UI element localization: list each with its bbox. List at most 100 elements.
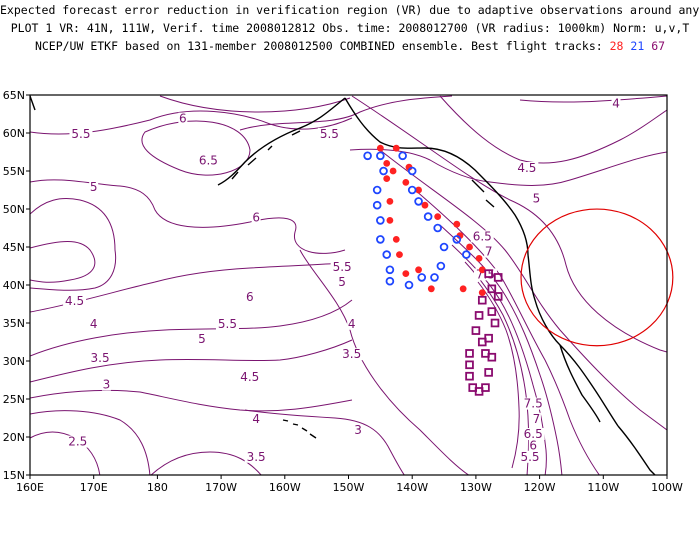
contour-label-bg	[515, 162, 539, 174]
track-28-marker	[402, 270, 410, 277]
contour-line	[239, 95, 453, 131]
contour-label-bg	[521, 397, 545, 410]
contour-label: 5	[533, 191, 541, 205]
y-tick-label: 45N	[3, 241, 25, 254]
contour-label: 4	[612, 96, 620, 110]
contour-label: 4	[348, 317, 356, 331]
track-28-marker	[427, 285, 435, 293]
contour-label-bg	[353, 424, 363, 437]
contour-label-bg	[238, 371, 262, 383]
track-21-marker	[372, 185, 382, 195]
track-blue-label: 21	[630, 39, 645, 53]
track-28-marker	[415, 266, 422, 274]
track-67-marker	[471, 326, 481, 335]
track-28-marker	[478, 266, 486, 274]
contour-label: 6	[252, 210, 260, 224]
contour-label-bg	[528, 439, 538, 452]
y-tick-label: 40N	[3, 279, 25, 292]
contour-label-bg	[88, 352, 112, 364]
contour-line	[30, 198, 117, 291]
contour-label-bg	[251, 211, 261, 224]
track-28-marker	[386, 217, 394, 224]
contour-line	[379, 149, 667, 431]
track-67-marker	[487, 352, 497, 362]
contour-line	[451, 244, 547, 475]
track-67-marker	[490, 318, 500, 328]
track-28-marker	[466, 243, 473, 251]
track-21-marker	[452, 235, 462, 244]
contour-line	[30, 431, 101, 475]
title-line-1: Expected forecast error reduction in ver…	[0, 3, 700, 17]
contour-label: 5	[90, 180, 98, 194]
title-line-2: PLOT 1 VR: 41N, 111W, Verif. time 200801…	[10, 21, 690, 35]
track-21-marker	[398, 151, 407, 161]
contour-line	[439, 95, 667, 164]
contour-line	[414, 189, 600, 475]
track-67-marker	[484, 269, 493, 278]
contour-label: 6	[179, 112, 187, 126]
contour-line	[519, 95, 667, 103]
track-28-marker	[392, 144, 400, 152]
track-67-marker	[465, 360, 474, 370]
coastline-mexico	[617, 425, 656, 475]
track-28-marker	[475, 255, 483, 262]
track-28-marker	[478, 289, 486, 296]
contour-label-bg	[518, 450, 542, 463]
track-21-marker	[462, 250, 471, 259]
x-tick-label: 150W	[333, 481, 365, 494]
track-21-marker	[423, 212, 433, 221]
contour-line	[349, 148, 667, 186]
contour-line	[30, 339, 353, 383]
x-tick-label: 160E	[16, 481, 44, 494]
verification-region-circle	[520, 208, 674, 347]
track-28-marker	[376, 144, 384, 152]
contour-label: 5.5	[320, 127, 339, 141]
contour-label: 6.5	[199, 153, 218, 167]
contour-label: 3	[103, 378, 111, 392]
contour-line	[30, 410, 151, 475]
contour-label: 6	[529, 438, 537, 452]
contour-line	[30, 261, 353, 313]
contour-label-bg	[89, 317, 99, 330]
contour-label-bg	[470, 230, 494, 243]
coastline-alaska	[217, 97, 346, 186]
track-21-marker	[433, 223, 442, 233]
x-tick-label: 170W	[205, 481, 237, 494]
contour-label-bg	[197, 333, 207, 345]
track-67-marker	[484, 368, 493, 377]
track-21-marker	[407, 166, 417, 176]
contour-label-bg	[178, 112, 188, 125]
track-28-marker	[459, 285, 467, 293]
track-67-marker	[493, 292, 503, 301]
track-28-marker	[386, 198, 394, 205]
contour-label: 5.5	[333, 260, 352, 274]
contour-label: 3.5	[342, 347, 361, 361]
contour-line	[351, 95, 667, 353]
contour-label-bg	[531, 412, 541, 425]
track-21-marker	[376, 235, 385, 244]
contour-label-bg	[196, 154, 220, 167]
track-21-marker	[385, 265, 395, 275]
track-21-marker	[439, 242, 449, 252]
contour-line	[30, 299, 353, 357]
track-21-marker	[430, 273, 439, 282]
track-21-marker	[376, 151, 385, 161]
x-tick-label: 160W	[269, 481, 301, 494]
title-line-3-prefix: NCEP/UW ETKF based on 131-member 2008012…	[34, 39, 603, 53]
track-28-marker	[421, 201, 429, 209]
track-21-marker	[417, 273, 427, 282]
coastline-gulf-of-alaska	[344, 97, 529, 256]
islands-bc	[471, 179, 495, 208]
contour-label: 5.5	[71, 127, 90, 141]
contour-label-bg	[89, 181, 99, 193]
contour-label: 5.5	[520, 450, 539, 464]
contour-line	[244, 409, 405, 475]
track-67-marker	[493, 273, 503, 282]
contour-label-bg	[63, 295, 87, 307]
track-28-marker	[453, 220, 461, 228]
contour-label-bg	[251, 412, 261, 425]
contour-label: 7	[485, 245, 493, 259]
contour-label-bg	[611, 97, 621, 110]
